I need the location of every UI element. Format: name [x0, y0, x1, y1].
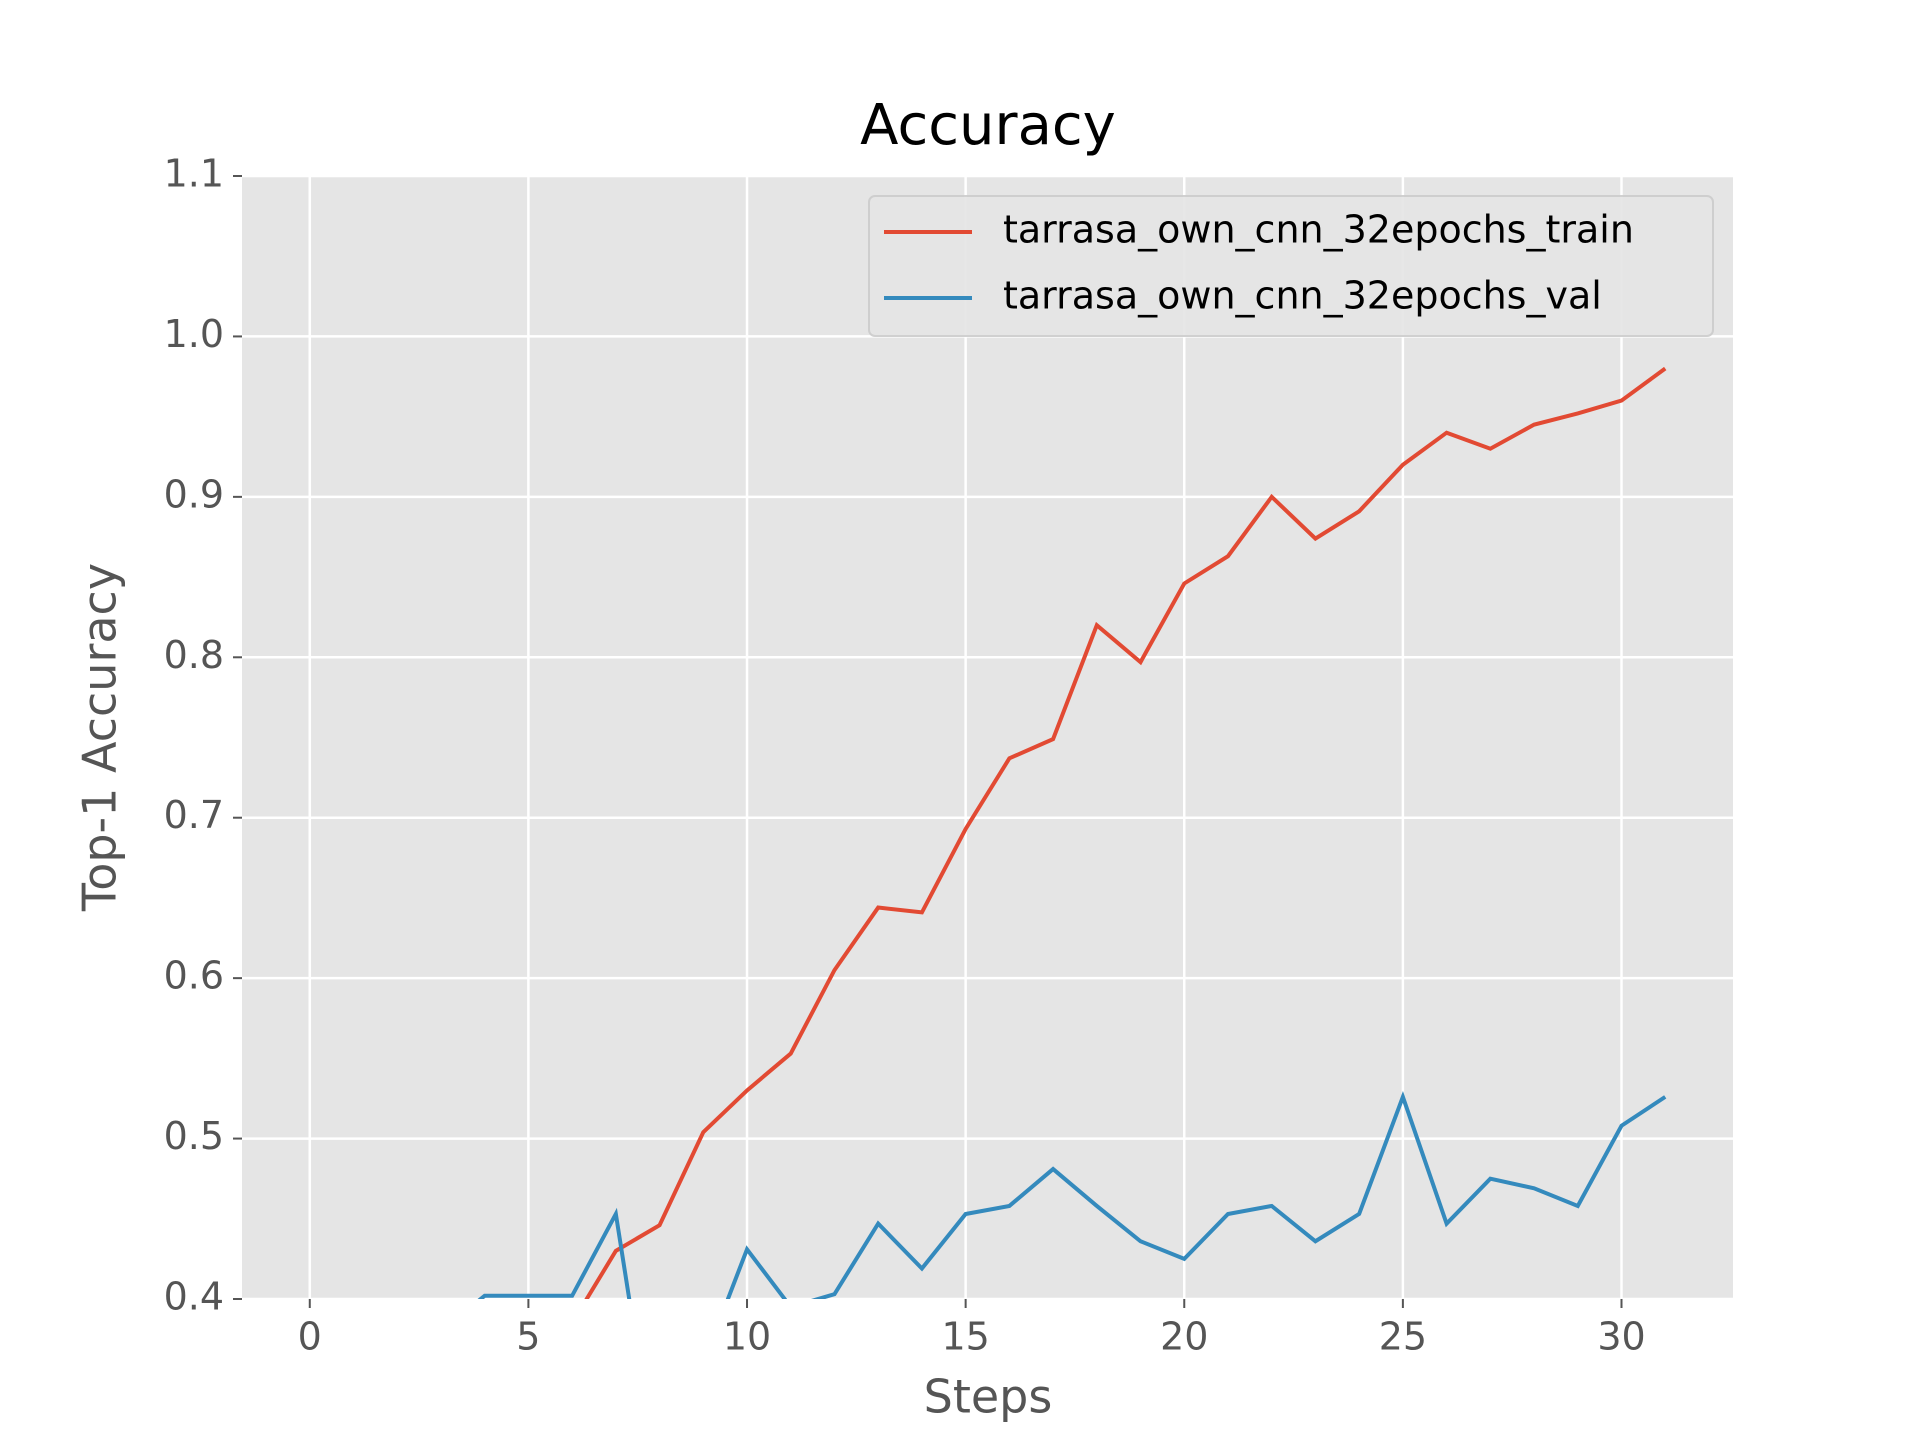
y-tick-label: 0.7: [164, 793, 224, 837]
x-tick-label: 0: [298, 1315, 322, 1359]
legend-label: tarrasa_own_cnn_32epochs_train: [1003, 208, 1634, 252]
x-tick-label: 20: [1160, 1315, 1208, 1359]
legend-box: [868, 195, 1714, 337]
y-axis-label: Top-1 Accuracy: [73, 563, 127, 912]
x-tick-label: 10: [723, 1315, 771, 1359]
plot-lines: [477, 366, 1667, 1299]
legend: tarrasa_own_cnn_32epochs_train tarrasa_ow…: [868, 195, 1714, 337]
y-tick-label: 1.0: [164, 312, 224, 356]
y-tick-label: 0.5: [164, 1114, 224, 1158]
x-tick-label: 5: [516, 1315, 540, 1359]
legend-label: tarrasa_own_cnn_32epochs_val: [1003, 274, 1602, 318]
chart-title: Accuracy: [860, 93, 1116, 158]
y-tick-label: 0.8: [164, 633, 224, 677]
y-tick-label: 0.6: [164, 954, 224, 998]
plot-area: [242, 176, 1733, 1299]
x-tick-label: 25: [1379, 1315, 1427, 1359]
x-axis-label: Steps: [924, 1370, 1053, 1424]
data-line: [477, 1090, 1667, 1299]
data-line: [584, 366, 1667, 1299]
y-tick-label: 0.9: [164, 472, 224, 516]
y-tick-label: 1.1: [164, 152, 224, 196]
y-tick-label: 0.4: [164, 1275, 224, 1319]
x-tick-label: 30: [1597, 1315, 1645, 1359]
x-tick-label: 15: [941, 1315, 989, 1359]
